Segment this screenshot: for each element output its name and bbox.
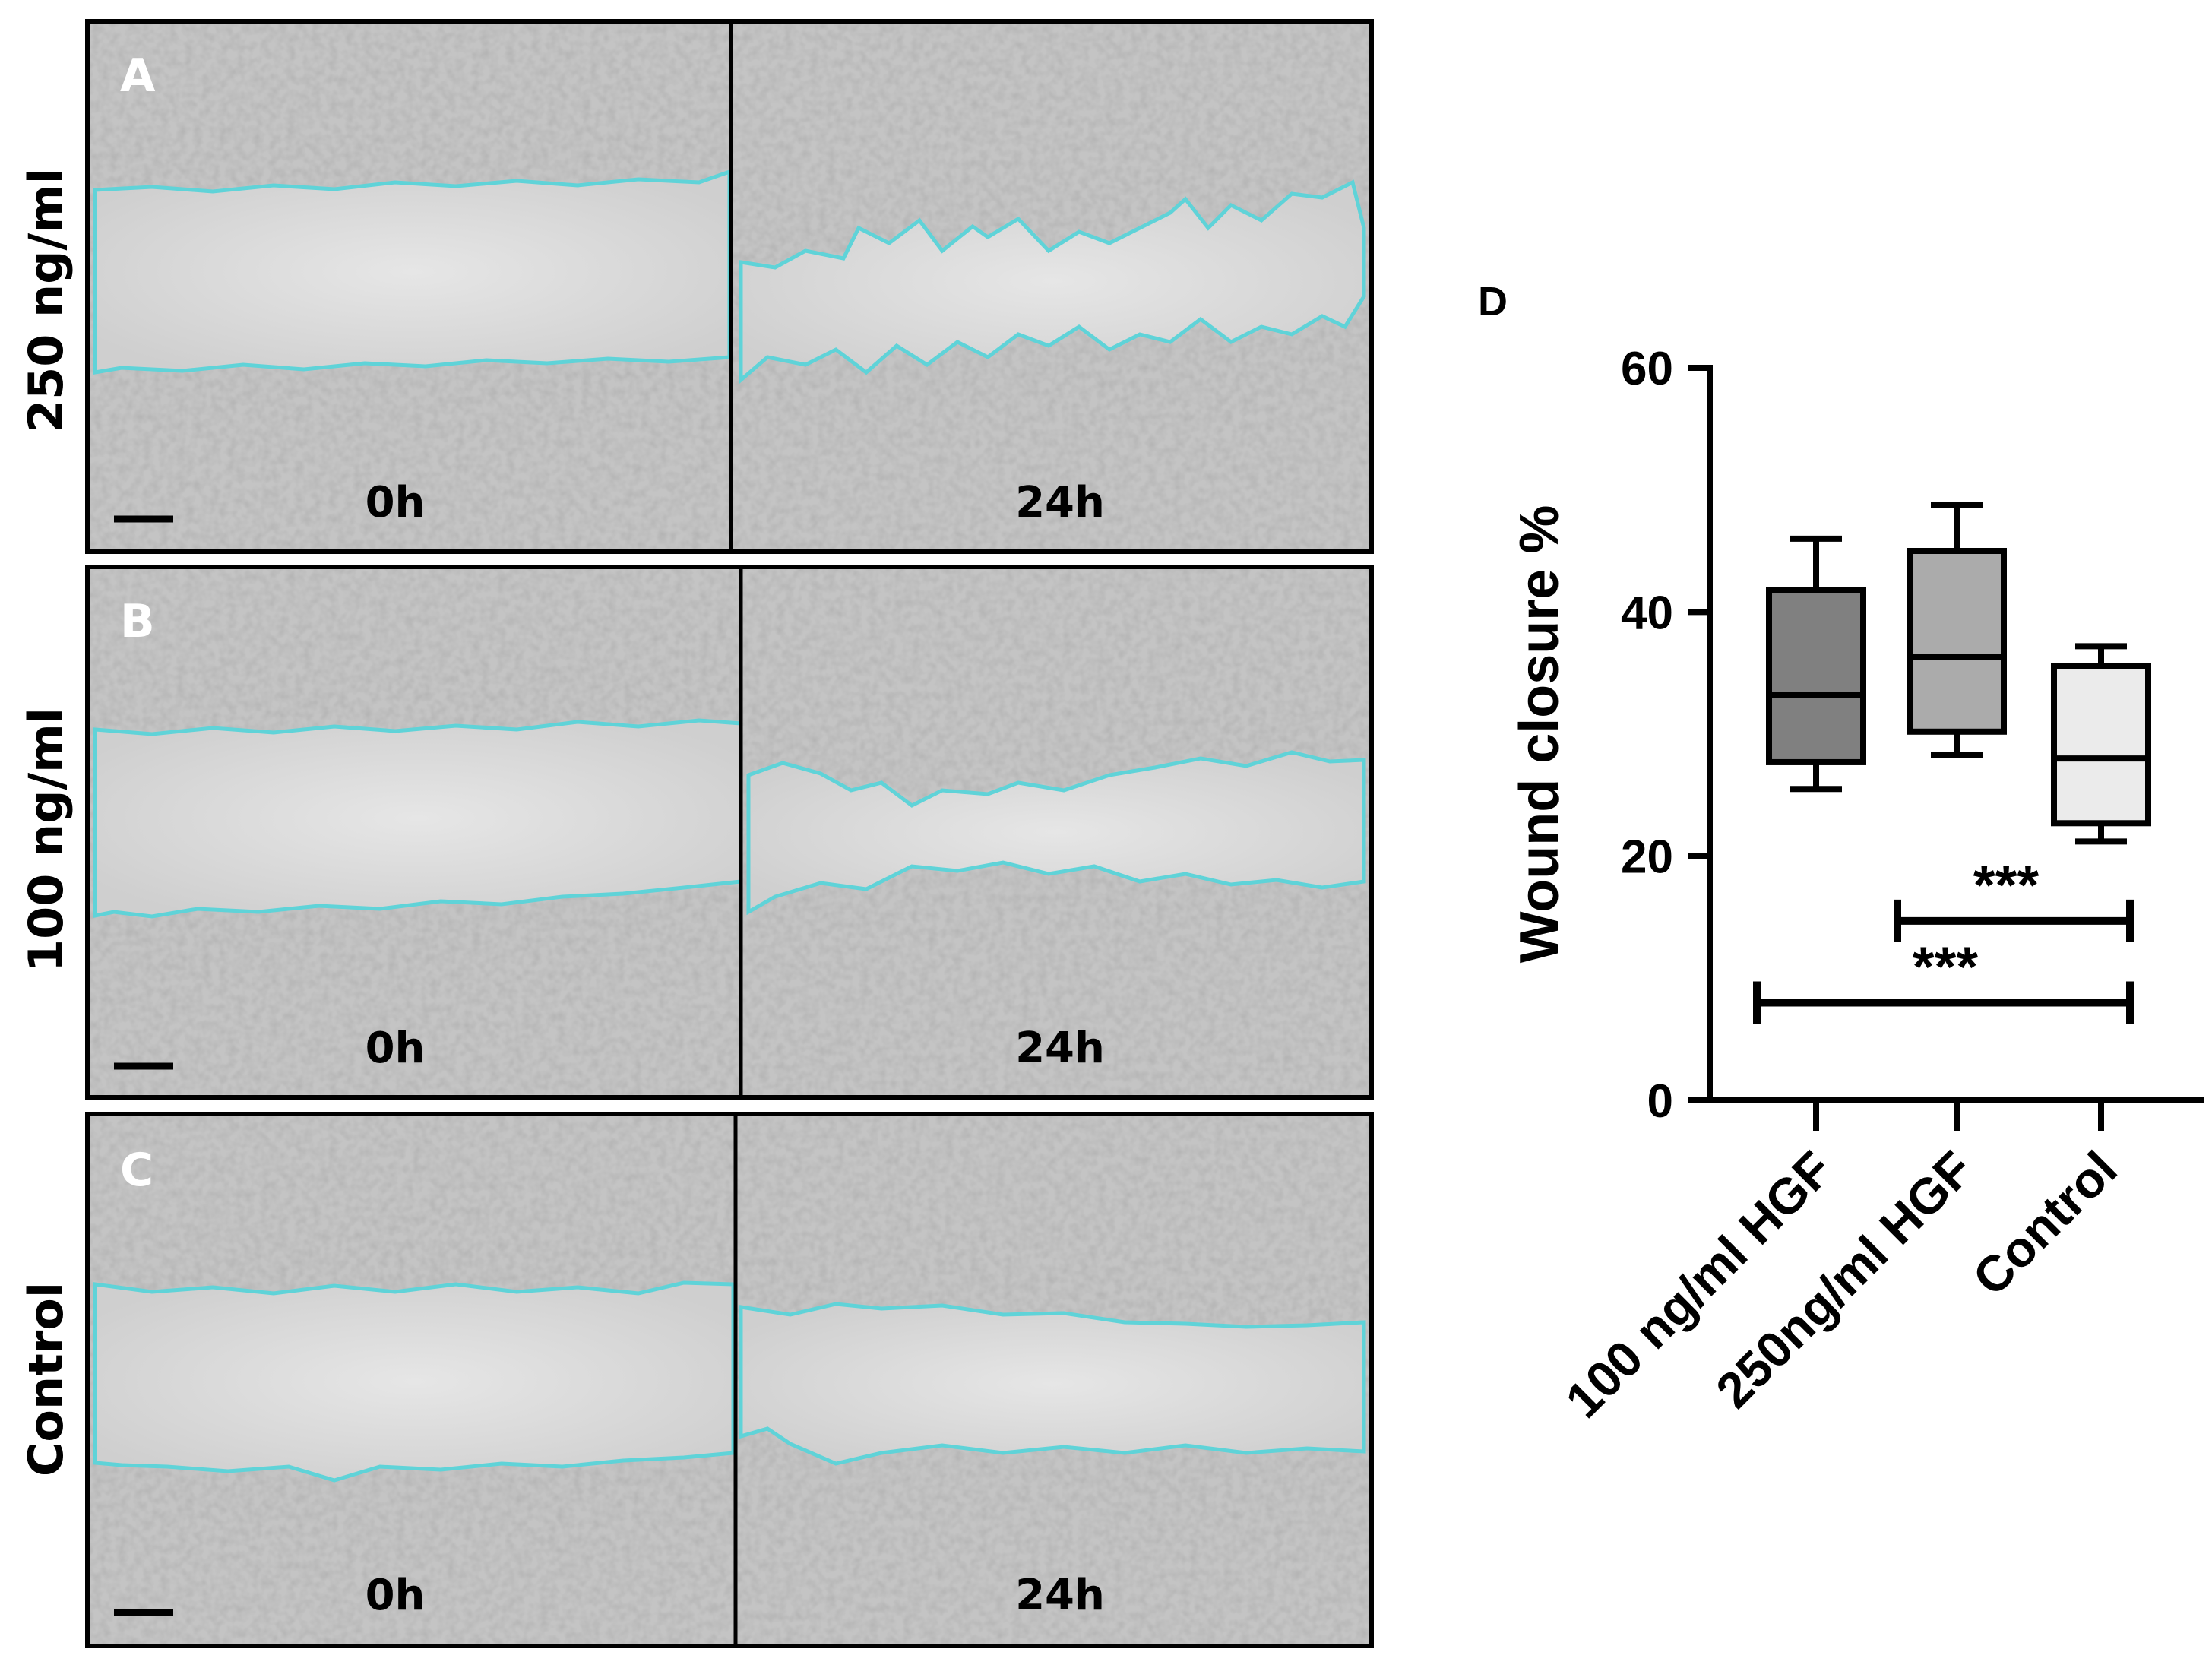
row-labels: 250 ng/ml 100 ng/ml Control (18, 168, 74, 1477)
significance-label: *** (1913, 935, 1979, 998)
micrograph-b-frame (85, 565, 1374, 1100)
wound-area-c-24h (739, 1302, 1366, 1466)
time-label-b-0h: 0h (366, 1024, 426, 1073)
time-label-a-24h: 24h (1015, 478, 1105, 527)
box-iqr (2051, 663, 2151, 827)
time-label-a-0h: 0h (366, 478, 426, 527)
significance-label: *** (1973, 853, 2040, 916)
time-label-b-24h: 24h (1015, 1024, 1105, 1073)
wound-area-b-24h (746, 750, 1366, 916)
box-0 (1766, 535, 1866, 793)
box-iqr (1907, 548, 2007, 735)
micrograph-panel-b: B 0h 24h (85, 565, 1374, 1100)
y-tick-label: 20 (1621, 831, 1673, 884)
y-axis-label: Wound closure % (1509, 505, 1570, 964)
wound-area-a-24h (739, 179, 1366, 385)
x-tick-label: Control (1962, 1141, 2128, 1306)
x-tick-label: 250ng/ml HGF (1705, 1141, 1983, 1419)
micrograph-panel-c: C 0h 24h (85, 1112, 1374, 1648)
wound-area-a-0h (93, 169, 732, 375)
significance-bars: *** *** (1753, 853, 2134, 1024)
time-label-c-24h: 24h (1015, 1571, 1105, 1620)
y-tick-label: 60 (1621, 343, 1673, 395)
panel-letter-c: C (120, 1144, 153, 1197)
wound-area-c-0h (93, 1280, 736, 1483)
wound-area-b-0h (93, 718, 743, 919)
micrograph-panel-a: A 0h 24h (85, 19, 1374, 554)
y-tick-label: 0 (1647, 1075, 1673, 1128)
box-1 (1907, 501, 2007, 758)
time-label-c-0h: 0h (366, 1571, 426, 1620)
y-tick-label: 40 (1621, 587, 1673, 639)
micrograph-c-frame (85, 1112, 1374, 1648)
row-label-control: Control (18, 1282, 74, 1477)
boxes (1766, 501, 2151, 845)
box-2 (2051, 643, 2151, 845)
panel-letter-b: B (120, 595, 155, 648)
row-label-250: 250 ng/ml (18, 168, 74, 432)
row-label-100: 100 ng/ml (18, 707, 74, 972)
panel-letter-d: D (1478, 279, 1508, 324)
box-iqr (1766, 587, 1866, 765)
box-plot-chart: D Wound closure % 0 20 40 60 100 ng/ml HGF2… (1478, 279, 2204, 1429)
panel-letter-a: A (120, 49, 156, 103)
y-ticks: 0 20 40 60 (1621, 343, 1710, 1128)
